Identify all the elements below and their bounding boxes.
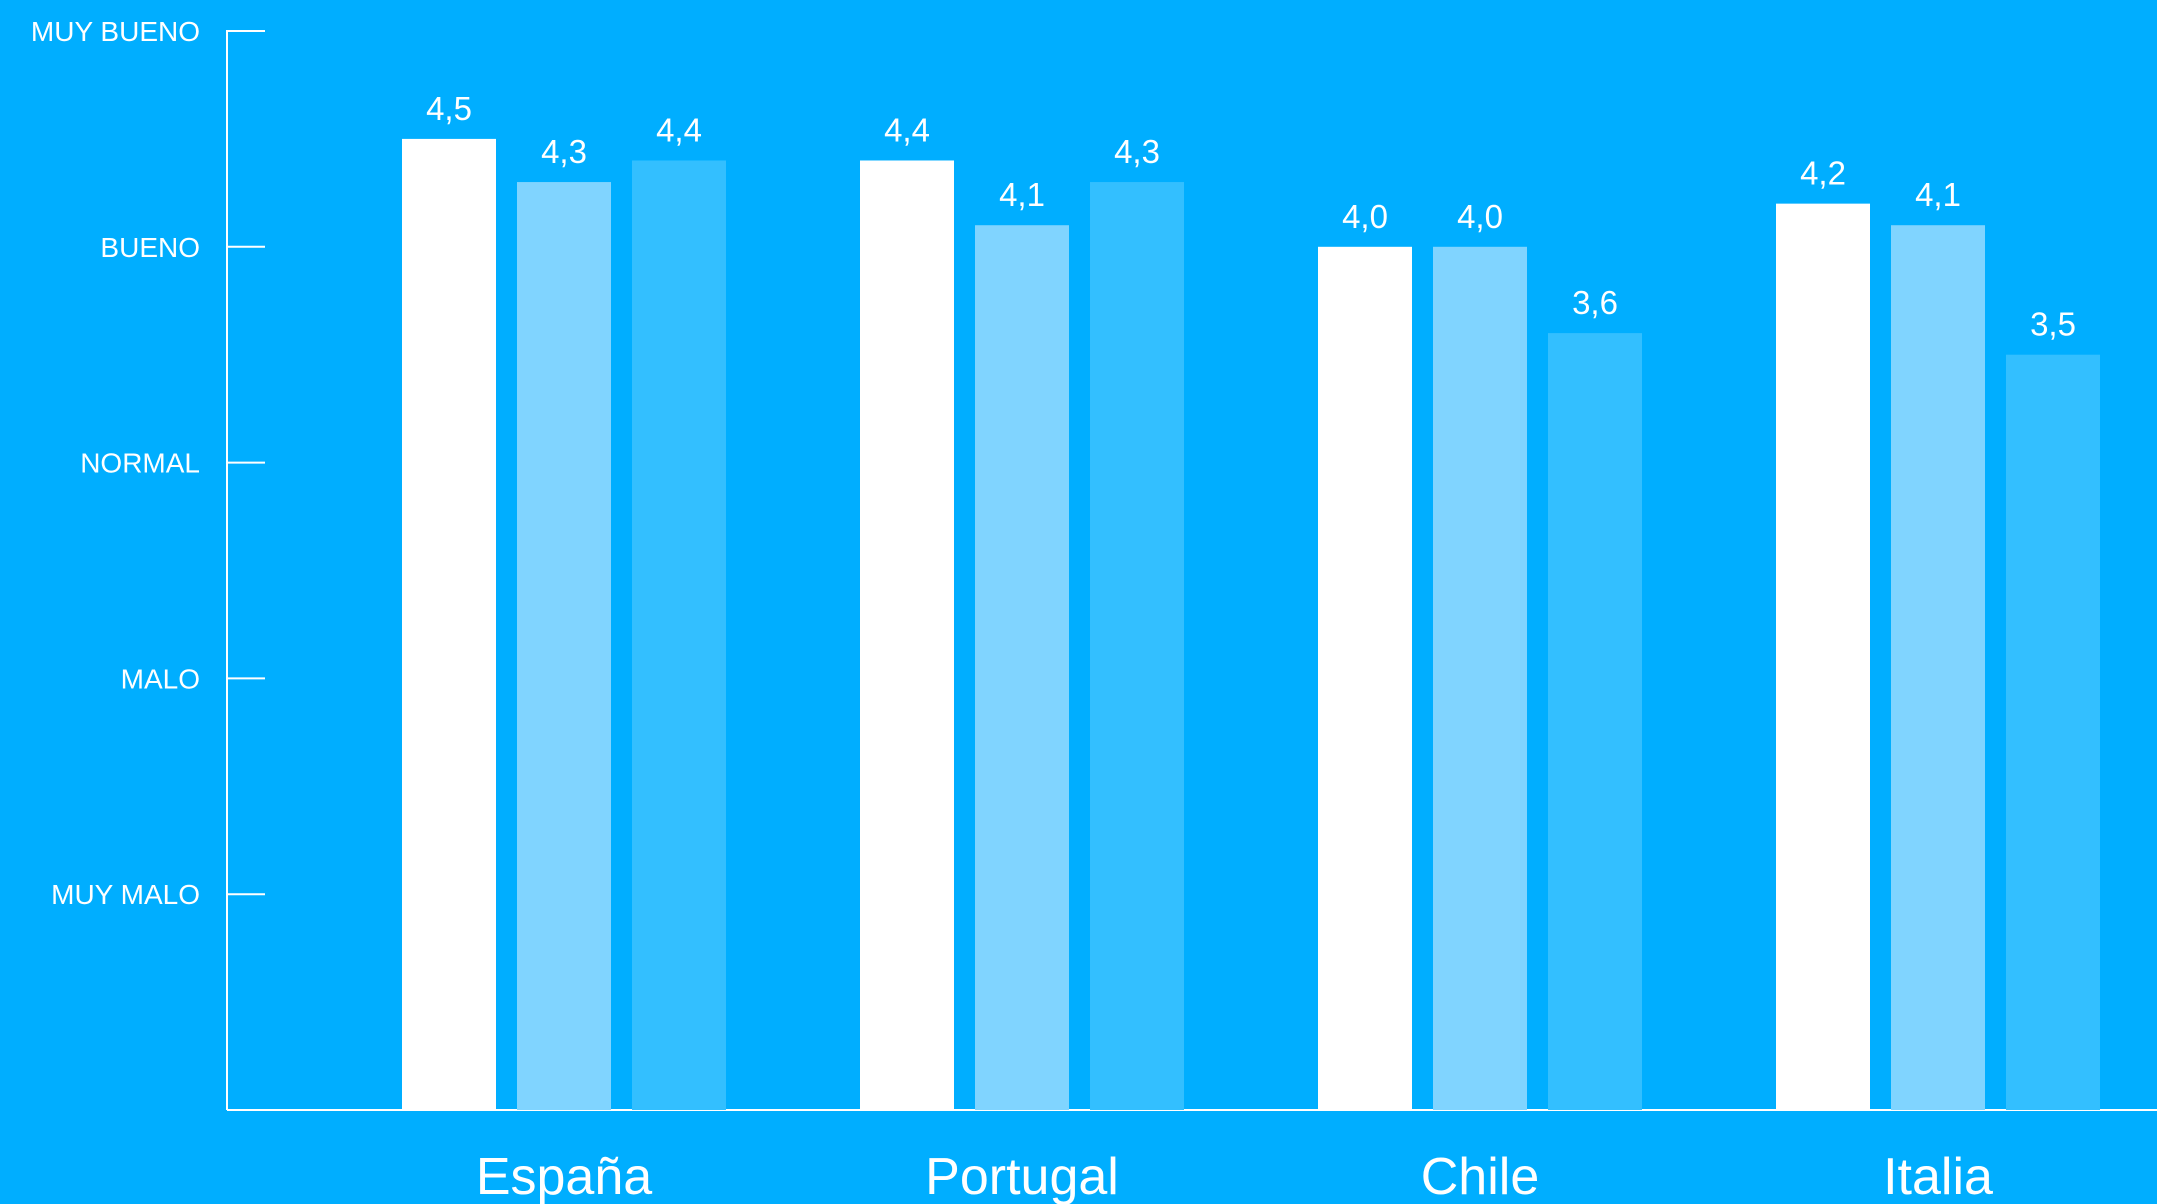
bar-value-label: 3,6 (1572, 284, 1618, 321)
bar-value-label: 4,1 (1915, 176, 1961, 213)
y-ticks: MUY MALO MALO NORMAL BUENO MUY BUENO (31, 16, 265, 910)
x-categories: España Portugal Chile Italia (476, 1148, 1993, 1204)
x-category-label: Chile (1421, 1148, 1540, 1204)
x-category-label: España (476, 1148, 652, 1204)
bar (2006, 354, 2100, 1110)
bar-value-label: 4,0 (1457, 198, 1503, 235)
bar-value-label: 4,2 (1800, 155, 1846, 192)
y-tick-label: BUENO (100, 232, 200, 263)
bar (1318, 246, 1412, 1111)
y-tick-label: MUY BUENO (31, 16, 200, 47)
bar (632, 160, 726, 1111)
bar-value-label: 4,4 (656, 111, 702, 148)
bar-value-label: 4,0 (1342, 198, 1388, 235)
bar-value-label: 4,4 (884, 111, 930, 148)
bar-value-label: 4,5 (426, 90, 472, 127)
bar-value-label: 4,1 (999, 176, 1045, 213)
y-tick-label: NORMAL (80, 448, 200, 479)
bar-value-label: 4,3 (1114, 133, 1160, 170)
bar (517, 182, 611, 1110)
bar (1090, 182, 1184, 1110)
bars (402, 138, 2100, 1111)
bar (860, 160, 954, 1111)
x-category-label: Italia (1883, 1148, 1993, 1204)
y-tick-label: MUY MALO (51, 879, 200, 910)
x-category-label: Portugal (925, 1148, 1119, 1204)
bar (1433, 246, 1527, 1111)
bar (1776, 203, 1870, 1110)
bar-value-label: 3,5 (2030, 306, 2076, 343)
bar-value-label: 4,3 (541, 133, 587, 170)
bar (402, 138, 496, 1110)
bar (975, 225, 1069, 1111)
bar (1548, 333, 1642, 1110)
value-labels: 4,5 4,3 4,4 4,4 4,1 4,3 4,0 4,0 3,6 4,2 4,1 3,5 (426, 90, 2076, 343)
y-tick-label: MALO (121, 663, 200, 694)
bar (1891, 225, 1985, 1111)
